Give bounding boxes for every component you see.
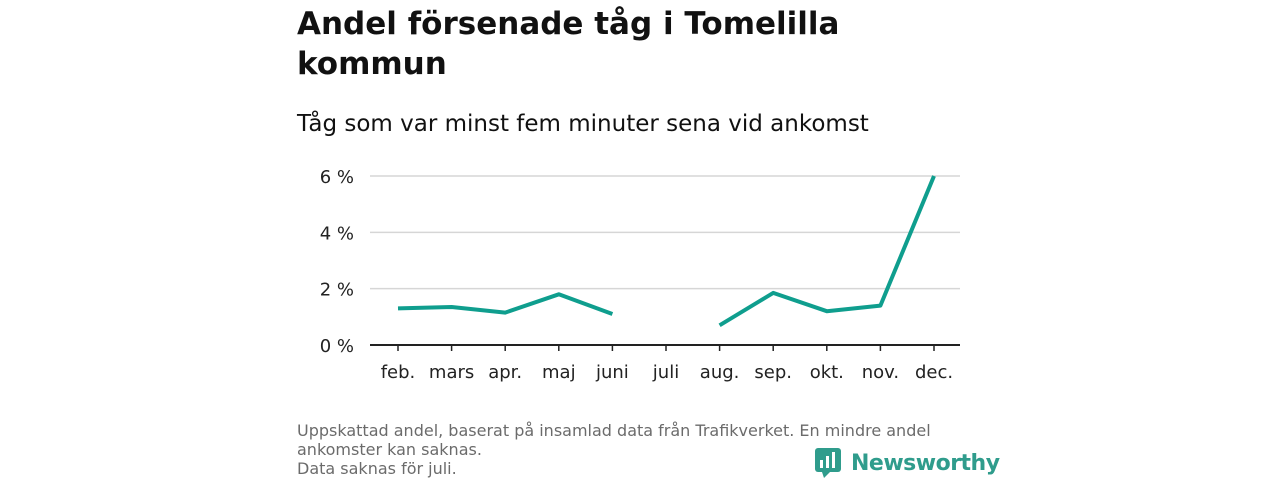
chart-subtitle: Tåg som var minst fem minuter sena vid a… bbox=[297, 111, 869, 137]
x-tick-label: apr. bbox=[488, 362, 522, 383]
y-tick-label: 2 % bbox=[320, 280, 354, 301]
series-lines bbox=[397, 175, 936, 328]
footnote-line-3: Data saknas för juli. bbox=[297, 459, 457, 478]
x-tick-label: maj bbox=[542, 362, 576, 383]
footnote-line-1: Uppskattad andel, baserat på insamlad da… bbox=[297, 421, 931, 440]
x-tick-label: feb. bbox=[381, 362, 416, 383]
footnote-line-2: ankomster kan saknas. bbox=[297, 440, 482, 459]
x-axis bbox=[370, 344, 960, 351]
chart-title-line-1: Andel försenade tåg i Tomelilla bbox=[297, 6, 840, 42]
bar-chart-speech-icon bbox=[815, 448, 841, 478]
x-tick-label: sep. bbox=[754, 362, 792, 383]
series-line-segment bbox=[397, 292, 614, 316]
footnote: Uppskattad andel, baserat på insamlad da… bbox=[297, 421, 987, 478]
y-tick-label: 6 % bbox=[320, 167, 354, 188]
x-tick-label: nov. bbox=[862, 362, 899, 383]
y-tick-label: 4 % bbox=[320, 223, 354, 244]
x-axis-tick-labels: feb. mars apr. maj juni juli aug. sep. okt. nov. d… bbox=[381, 362, 953, 383]
x-tick-label: juni bbox=[595, 362, 629, 383]
brand-logo: Newsworthy bbox=[815, 446, 1000, 480]
x-tick-label: okt. bbox=[810, 362, 844, 383]
x-tick-label: dec. bbox=[915, 362, 953, 383]
series-line-segment bbox=[718, 175, 936, 328]
brand-name: Newsworthy bbox=[851, 450, 1000, 476]
x-tick-label: aug. bbox=[700, 362, 740, 383]
y-tick-label: 0 % bbox=[320, 336, 354, 357]
x-tick-label: mars bbox=[429, 362, 474, 383]
x-tick-label: juli bbox=[652, 362, 679, 383]
chart-title: Andel försenade tåg i Tomelilla kommun bbox=[297, 4, 937, 84]
chart-title-line-2: kommun bbox=[297, 46, 447, 82]
y-axis-tick-labels: 0 % 2 % 4 % 6 % bbox=[320, 167, 354, 357]
grid-lines bbox=[370, 175, 960, 290]
